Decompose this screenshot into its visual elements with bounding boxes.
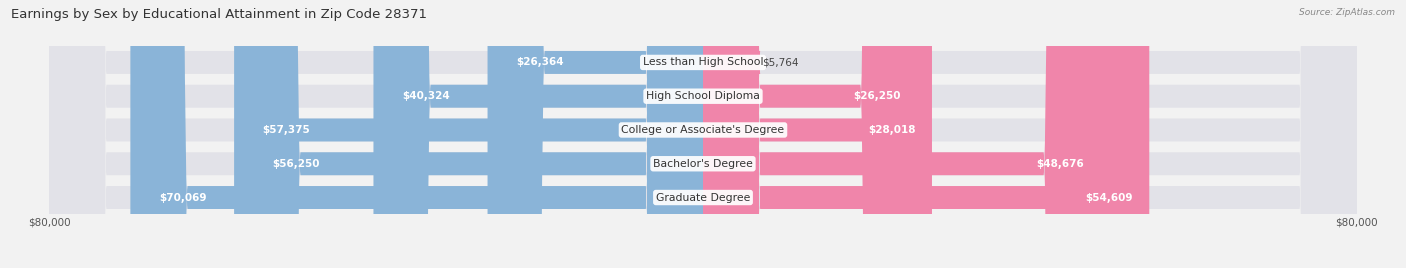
Text: $56,250: $56,250	[271, 159, 319, 169]
Text: $70,069: $70,069	[159, 192, 207, 203]
FancyBboxPatch shape	[693, 0, 761, 268]
Text: $48,676: $48,676	[1036, 159, 1084, 169]
FancyBboxPatch shape	[488, 0, 703, 268]
FancyBboxPatch shape	[374, 0, 703, 268]
Text: $26,364: $26,364	[516, 57, 564, 68]
FancyBboxPatch shape	[49, 0, 1357, 268]
Text: Bachelor's Degree: Bachelor's Degree	[652, 159, 754, 169]
Text: High School Diploma: High School Diploma	[647, 91, 759, 101]
Text: $26,250: $26,250	[853, 91, 901, 101]
FancyBboxPatch shape	[131, 0, 703, 268]
FancyBboxPatch shape	[703, 0, 1149, 268]
Text: $5,764: $5,764	[762, 57, 799, 68]
Text: $57,375: $57,375	[263, 125, 311, 135]
Text: Graduate Degree: Graduate Degree	[655, 192, 751, 203]
Text: Source: ZipAtlas.com: Source: ZipAtlas.com	[1299, 8, 1395, 17]
FancyBboxPatch shape	[703, 0, 932, 268]
FancyBboxPatch shape	[49, 0, 1357, 268]
FancyBboxPatch shape	[49, 0, 1357, 268]
FancyBboxPatch shape	[49, 0, 1357, 268]
Text: $40,324: $40,324	[402, 91, 450, 101]
Legend: Male, Female: Male, Female	[648, 266, 758, 268]
Text: Less than High School: Less than High School	[643, 57, 763, 68]
Text: $28,018: $28,018	[868, 125, 915, 135]
FancyBboxPatch shape	[243, 0, 703, 268]
Text: College or Associate's Degree: College or Associate's Degree	[621, 125, 785, 135]
Text: $54,609: $54,609	[1085, 192, 1133, 203]
FancyBboxPatch shape	[703, 0, 918, 268]
Text: Earnings by Sex by Educational Attainment in Zip Code 28371: Earnings by Sex by Educational Attainmen…	[11, 8, 427, 21]
FancyBboxPatch shape	[235, 0, 703, 268]
FancyBboxPatch shape	[703, 0, 1101, 268]
FancyBboxPatch shape	[49, 0, 1357, 268]
